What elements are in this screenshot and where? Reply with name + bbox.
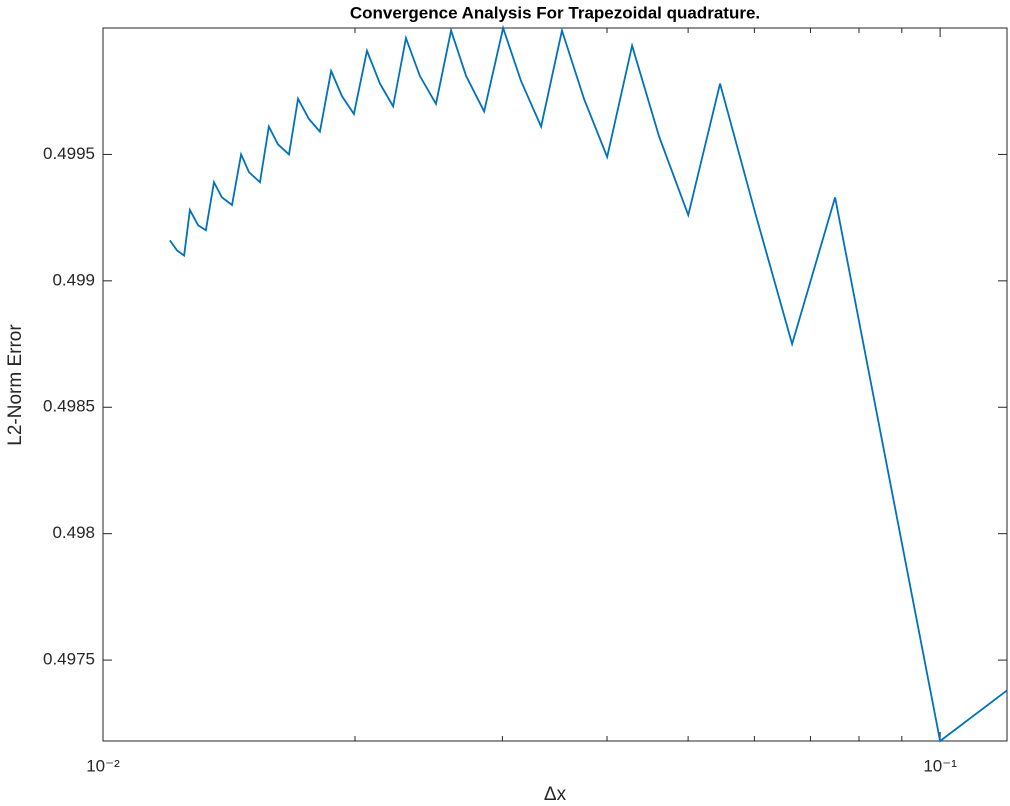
- plot-box: [102, 27, 1008, 742]
- y-tick-label: 0.4995: [43, 144, 95, 163]
- y-tick-label: 0.498: [52, 523, 95, 542]
- x-axis-label: Δx: [544, 784, 567, 805]
- y-axis-label: L2-Norm Error: [5, 324, 26, 446]
- y-tick-label: 0.4975: [43, 650, 95, 669]
- y-tick-label: 0.499: [52, 270, 95, 289]
- x-tick-label: 10⁻²: [86, 756, 120, 775]
- data-line: [169, 24, 1008, 743]
- x-tick-label: 10⁻¹: [923, 756, 957, 775]
- y-tick-label: 0.4985: [43, 397, 95, 416]
- chart-title: Convergence Analysis For Trapezoidal qua…: [350, 3, 760, 22]
